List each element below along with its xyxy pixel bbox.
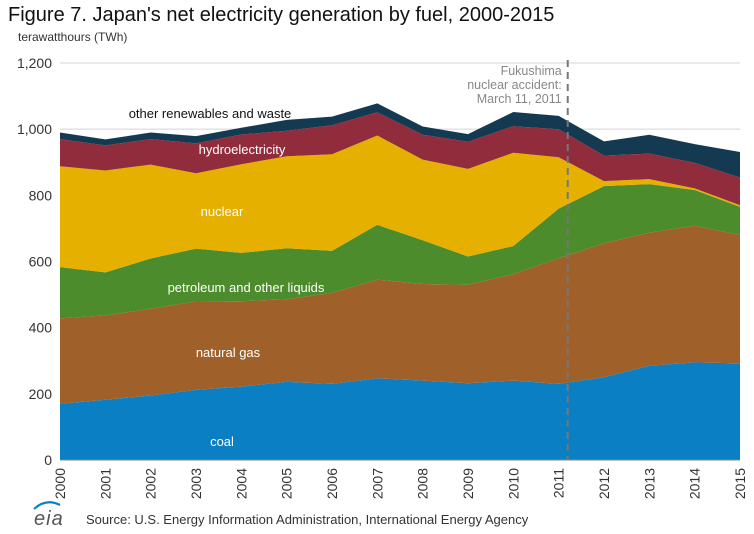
y-tick-label: 1,000 [17,121,52,137]
annotation-text: nuclear accident: [467,78,562,92]
y-tick-label: 400 [29,320,53,336]
series-labels: coal natural gas petroleum and other liqui… [129,106,325,449]
y-axis-units: terawatthours (TWh) [18,30,128,44]
data-areas [60,103,740,460]
area-natural-gas [60,225,740,404]
area-coal [60,362,740,460]
x-tick-label: 2010 [505,468,521,499]
x-tick-label: 2011 [551,468,567,498]
x-tick-label: 2015 [732,468,748,499]
eia-logo-swoosh [33,501,61,510]
series-label: petroleum and other liquids [168,280,325,295]
series-label: nuclear [201,204,244,219]
area-hydroelectricity [60,112,740,206]
y-tick-label: 0 [44,452,52,468]
x-tick-label: 2014 [687,468,703,499]
series-label: natural gas [196,345,261,360]
series-label: coal [210,434,234,449]
x-tick-label: 2005 [279,468,295,499]
x-tick-label: 2007 [369,468,385,499]
x-tick-label: 2001 [97,468,113,499]
x-tick-label: 2006 [324,468,340,499]
x-tick-label: 2003 [188,468,204,499]
annotation-text: Fukushima [501,64,562,78]
series-label: other renewables and waste [129,106,292,121]
y-tick-label: 600 [29,254,53,270]
x-tick-label: 2002 [143,468,159,499]
area-nuclear [60,135,740,273]
x-tick-label: 2000 [52,468,68,499]
y-tick-label: 800 [29,187,53,203]
y-tick-label: 1,200 [17,55,52,71]
x-tick-label: 2004 [233,468,249,499]
x-tick-label: 2008 [415,468,431,499]
source-note: Source: U.S. Energy Information Administ… [86,512,529,527]
annotation-text: March 11, 2011 [477,92,562,106]
y-tick-label: 200 [29,386,53,402]
area-other-renewables-and-waste [60,103,740,178]
area-petroleum-and-other-liquids [60,184,740,319]
eia-logo: eia [34,508,64,530]
chart-title: Figure 7. Japan's net electricity genera… [8,4,555,26]
x-tick-label: 2009 [460,468,476,499]
x-tick-label: 2012 [596,468,612,499]
series-label: hydroelectricity [199,142,286,157]
axes: 0 200 400 600 800 1,000 1,200 2000 2001 2002 2003 2… [17,55,748,499]
x-tick-label: 2013 [641,468,657,499]
